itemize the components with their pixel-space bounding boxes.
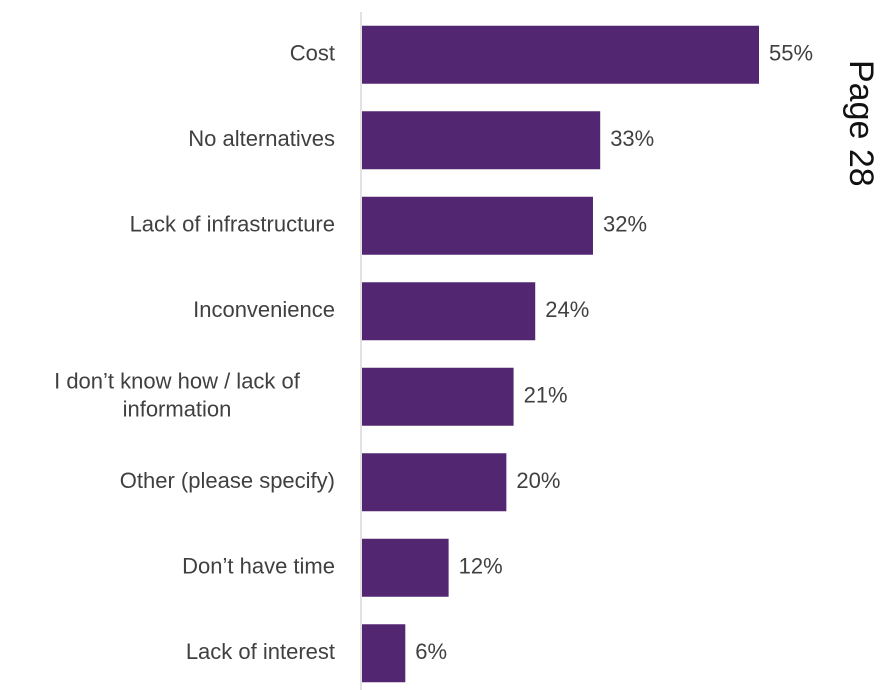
category-labels: Cost No alternatives Lack of infrastructur…	[54, 41, 335, 665]
category-label: Inconvenience	[193, 297, 335, 322]
bar	[362, 25, 759, 84]
bar	[362, 111, 601, 170]
category-label-line: Lack of interest	[186, 639, 335, 664]
value-label: 32%	[603, 212, 647, 237]
category-label: Cost	[290, 41, 335, 66]
bar	[362, 196, 593, 255]
category-label-line: I don’t know how / lack of	[54, 369, 301, 394]
value-label: 24%	[545, 297, 589, 322]
category-label-line: Inconvenience	[193, 297, 335, 322]
category-label-line: No alternatives	[188, 126, 335, 151]
bars	[362, 25, 759, 683]
value-label: 6%	[415, 639, 447, 664]
bar	[362, 282, 536, 341]
category-label: Other (please specify)	[120, 468, 335, 493]
bar	[362, 624, 406, 683]
category-label-line: Other (please specify)	[120, 468, 335, 493]
category-label-line: information	[123, 397, 232, 422]
value-label: 21%	[524, 383, 568, 408]
bar	[362, 453, 507, 512]
value-labels: 55% 33% 32% 24% 21% 20% 12% 6%	[415, 41, 813, 665]
category-label: No alternatives	[188, 126, 335, 151]
category-label-line: Cost	[290, 41, 335, 66]
category-label: Don’t have time	[182, 554, 335, 579]
value-label: 12%	[459, 554, 503, 579]
category-label: Lack of interest	[186, 639, 335, 664]
value-label: 55%	[769, 41, 813, 66]
category-label-line: Don’t have time	[182, 554, 335, 579]
category-label: Lack of infrastructure	[130, 212, 335, 237]
bar	[362, 367, 514, 426]
category-label: I don’t know how / lack of information	[54, 369, 301, 422]
bar	[362, 538, 449, 597]
category-label-line: Lack of infrastructure	[130, 212, 335, 237]
value-label: 33%	[610, 126, 654, 151]
value-label: 20%	[516, 468, 560, 493]
page-number-label: Page 28	[842, 60, 880, 187]
